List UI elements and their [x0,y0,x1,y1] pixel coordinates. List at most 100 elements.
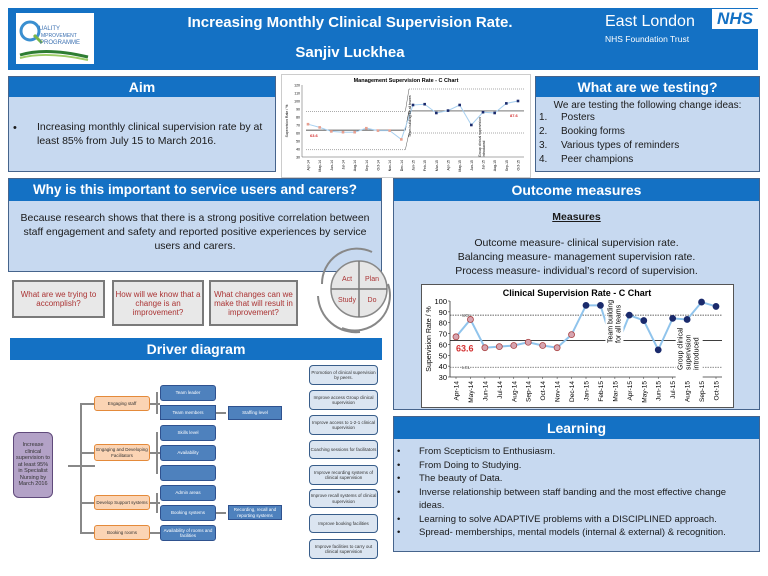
data-point [423,102,426,106]
y-tick-label: 30 [296,156,300,160]
tertiary-driver: Recording, recall and reporting systems [228,505,282,520]
connector [150,502,160,504]
x-tick-label: Apr-15 [447,160,451,171]
x-tick-label: Jul-15 [482,160,486,170]
connector [156,493,158,513]
mean-label: 63.6 [456,344,474,354]
svg-text:PROGRAMME: PROGRAMME [40,40,80,46]
x-tick-label: Jan-15 [584,381,591,401]
annotation-group-supervision: Group clinical supervision [478,117,482,157]
y-axis-label: Supervision Rate / % [426,306,433,371]
bullet-dot: • [13,122,17,134]
driver-heading: Driver diagram [10,338,382,360]
primary-driver: Engaging and Developing Facilitators [94,444,150,461]
x-tick-label: Feb-15 [598,381,605,402]
change-idea: Coaching sessions for facilitators [309,440,378,459]
y-tick-label: 40 [439,362,447,371]
learning-list: • From Scepticism to Enthusiasm. • From Doi… [394,445,753,540]
y-tick-label: 80 [296,116,300,120]
data-point [683,316,691,323]
data-point [467,316,474,323]
data-point [446,109,450,112]
aim-text: Increasing monthly clinical supervision … [37,121,263,147]
change-idea: Improve access to 1-2-1 clinical supervi… [309,415,378,435]
annotation-group-supervision: introduced [482,141,486,157]
measures-list: Outcome measure- clinical supervision ra… [394,236,759,278]
y-tick-label: 90 [296,108,300,112]
connector [80,452,94,454]
management-chart-container: Management Supervision Rate - C Chart 30 4… [281,74,531,178]
data-point [353,130,356,134]
annotation-group-supervision: Group clinical [678,327,685,370]
annotation-team-building: Team building [607,300,614,343]
y-tick-label: 50 [296,140,300,144]
data-point [458,103,461,107]
x-tick-label: Jun-15 [656,381,663,401]
y-tick-label: 60 [296,132,300,136]
lcl-transition [405,132,410,150]
mean-label: 87.6 [510,113,519,118]
change-idea: Improve facilities to carry out clinical… [309,539,378,559]
nhs-logo: NHS [712,9,758,29]
x-tick-label: Aug-14 [353,160,357,171]
secondary-driver: Availability [160,445,216,461]
x-tick-label: Aug-14 [511,381,518,402]
learning-item: • The beauty of Data. [397,473,503,484]
data-point [376,129,380,132]
data-point [553,344,561,352]
pdsa-cycle: Act Plan Study Do [312,244,398,334]
x-tick-label: Sep-15 [505,160,509,171]
ucl-transition [405,88,410,112]
svg-text:UALITY: UALITY [39,26,60,32]
x-tick-label: Jul-14 [497,381,504,399]
data-point [481,110,485,114]
x-tick-label: Sep-14 [365,160,369,171]
x-tick-label: Oct-14 [377,160,381,171]
y-tick-label: 70 [439,330,447,339]
trust-name: East London [605,13,695,30]
x-tick-label: Sep-14 [526,381,533,402]
data-point [495,343,503,350]
x-tick-label: Jun-14 [482,381,489,401]
question-box-improvement: How will we know that a change is an imp… [112,280,204,326]
poster-author: Sanjiv Luckhea [295,44,405,61]
testing-panel: What are we testing? We are testing the … [535,76,760,172]
lcl-label: LCL [462,365,471,370]
secondary-driver: Skills level [160,425,216,441]
bullet-dot: • [397,513,401,525]
chart-title: Clinical Supervision Rate - C Chart [503,288,652,298]
data-point [505,102,508,105]
question-box-accomplish: What are we trying to accomplish? [12,280,105,318]
y-tick-label: 30 [439,373,447,382]
y-axis-label: Supervision Rate / % [285,105,289,138]
data-point [400,138,403,141]
connector [216,512,226,514]
mean-label: 63.6 [310,133,319,138]
testing-list: 1. Posters 2. Booking forms 3. Various type… [539,111,759,167]
connector [156,392,158,414]
data-point [452,333,460,341]
x-tick-label: Apr-14 [307,160,311,171]
y-tick-label: 60 [439,340,447,349]
bullet-dot: • [397,459,401,471]
secondary-driver: Availability of rooms and facilities [160,525,216,541]
chart-title: Management Supervision Rate - C Chart [354,78,459,84]
primary-driver: Booking rooms [94,525,150,540]
data-point [341,130,345,134]
annotation-team-building: for all teams [615,304,622,343]
y-tick-label: 70 [296,124,300,128]
y-tick-label: 100 [434,297,447,306]
annotation-team-building: Team building for all teams [408,95,412,137]
management-supervision-chart: Management Supervision Rate - C Chart 30 4… [285,78,524,172]
data-point [481,344,489,352]
data-point [365,126,368,130]
y-tick-label: 80 [439,319,447,328]
aim-heading: Aim [9,77,275,97]
why-panel: Why is this important to service users a… [8,178,382,272]
x-tick-label: Oct-15 [714,381,721,401]
aim-panel: Aim • Increasing monthly clinical superv… [8,76,276,172]
secondary-driver [160,465,216,481]
change-idea: Improve booking facilities [309,514,378,533]
connector [150,403,160,405]
secondary-driver: Team members [160,405,216,420]
